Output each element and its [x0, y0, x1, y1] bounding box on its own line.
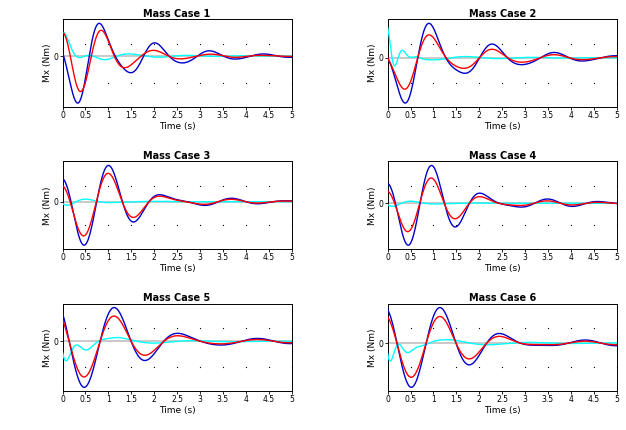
- Y-axis label: Mx (Nm): Mx (Nm): [368, 44, 377, 83]
- X-axis label: Time (s): Time (s): [159, 122, 195, 131]
- Y-axis label: Mx (Nm): Mx (Nm): [43, 44, 52, 83]
- Title: Mass Case 6: Mass Case 6: [468, 293, 536, 303]
- Y-axis label: Mx (Nm): Mx (Nm): [368, 328, 377, 367]
- X-axis label: Time (s): Time (s): [484, 406, 520, 415]
- Title: Mass Case 5: Mass Case 5: [143, 293, 211, 303]
- Y-axis label: Mx (Nm): Mx (Nm): [368, 186, 377, 224]
- X-axis label: Time (s): Time (s): [484, 264, 520, 273]
- Y-axis label: Mx (Nm): Mx (Nm): [43, 186, 52, 224]
- Title: Mass Case 4: Mass Case 4: [468, 150, 536, 161]
- Title: Mass Case 3: Mass Case 3: [143, 150, 211, 161]
- X-axis label: Time (s): Time (s): [159, 264, 195, 273]
- Title: Mass Case 2: Mass Case 2: [468, 9, 536, 18]
- X-axis label: Time (s): Time (s): [484, 122, 520, 131]
- Y-axis label: Mx (Nm): Mx (Nm): [43, 328, 52, 367]
- Title: Mass Case 1: Mass Case 1: [143, 9, 211, 18]
- X-axis label: Time (s): Time (s): [159, 406, 195, 415]
